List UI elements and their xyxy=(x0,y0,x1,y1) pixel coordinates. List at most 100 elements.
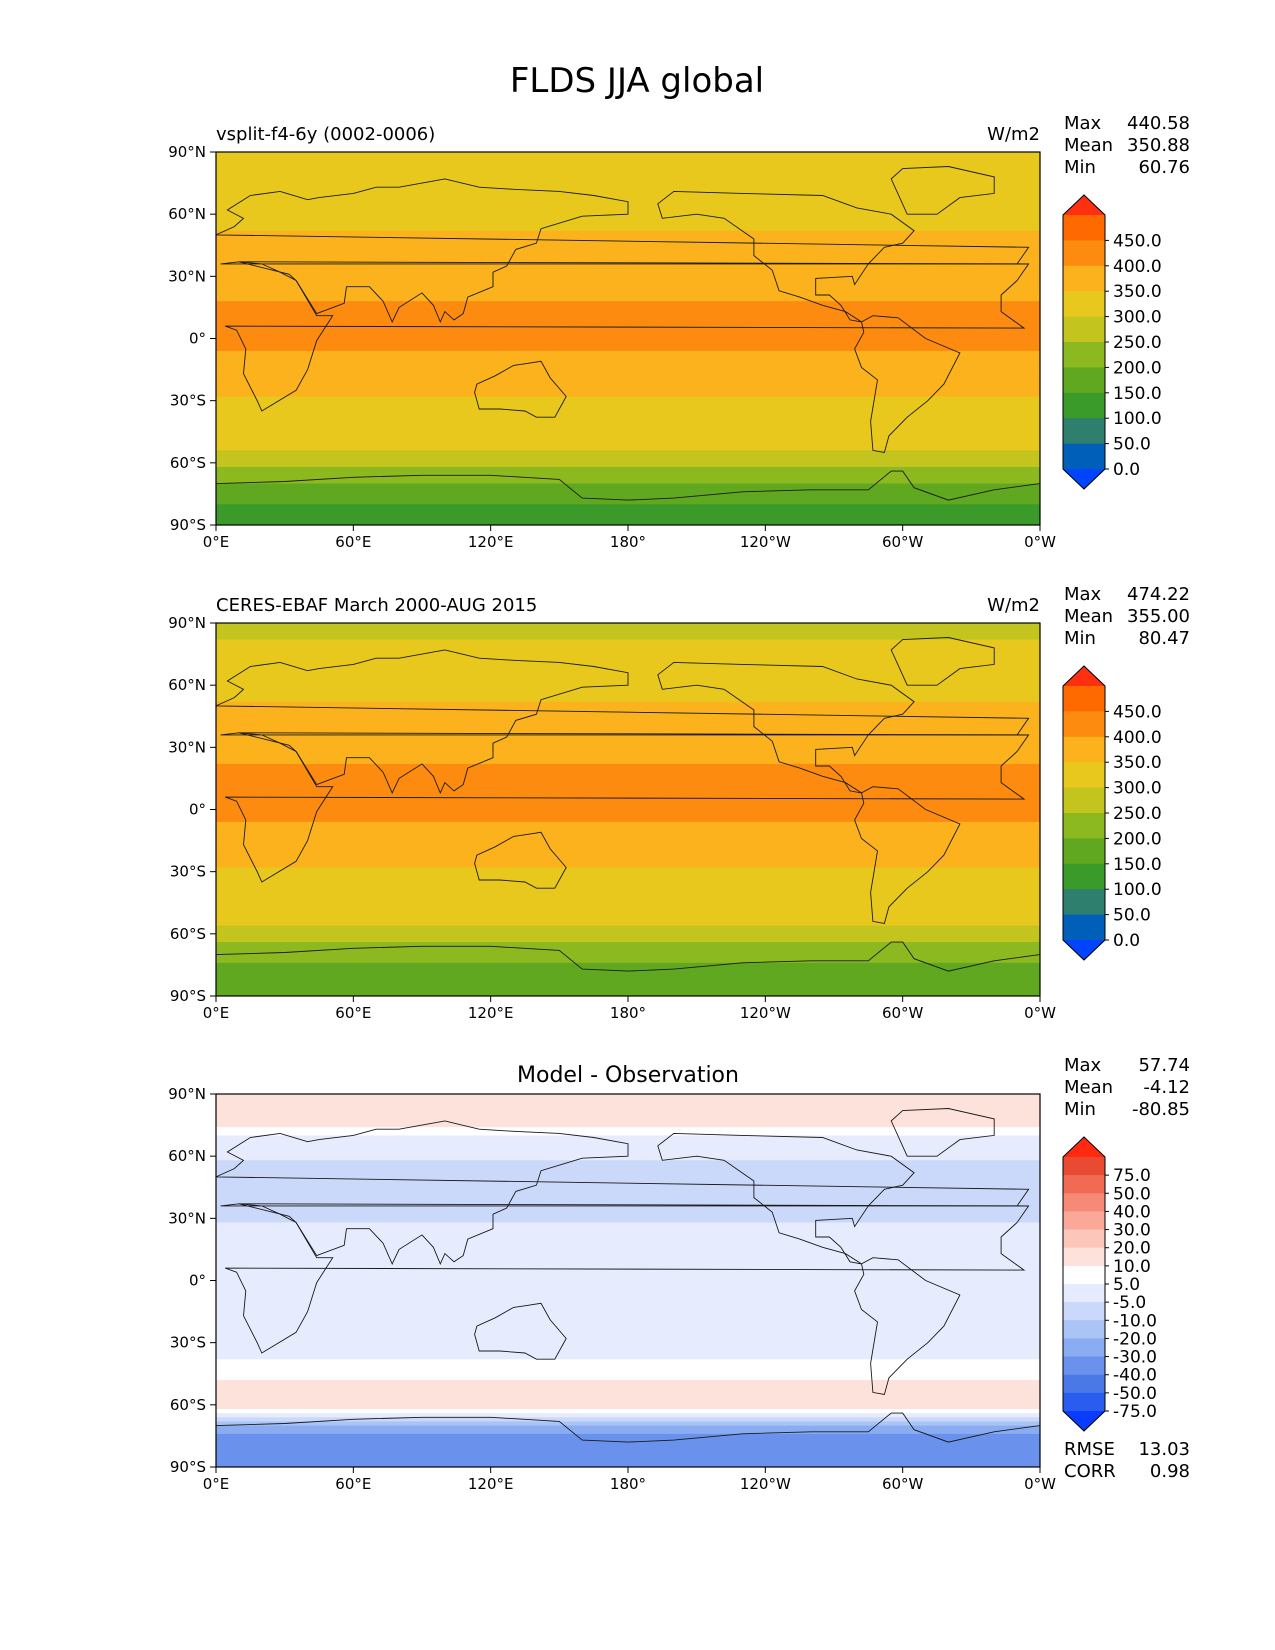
field-band xyxy=(216,1292,1040,1298)
field-band xyxy=(216,904,1040,910)
field-band xyxy=(216,1350,1040,1356)
y-tick-label: 60°N xyxy=(168,205,206,223)
x-tick-label: 120°W xyxy=(740,1475,791,1493)
coastline xyxy=(216,649,1030,795)
field-band xyxy=(216,1164,1040,1170)
field-band xyxy=(216,859,1040,864)
field-band xyxy=(216,693,1040,699)
coastlines xyxy=(216,637,1040,972)
field-band xyxy=(216,1400,1040,1406)
field-band xyxy=(216,1176,1040,1182)
stat-value: 60.76 xyxy=(1138,157,1190,178)
field-band xyxy=(216,400,1040,406)
colorbar-label: -40.0 xyxy=(1113,1366,1157,1386)
field-band xyxy=(216,718,1040,724)
colorbar-segment xyxy=(1063,1193,1105,1212)
field-band xyxy=(216,226,1040,232)
field-band xyxy=(216,1355,1040,1360)
coastline xyxy=(854,1257,961,1396)
field-band xyxy=(216,776,1040,782)
field-band xyxy=(216,288,1040,294)
field-band xyxy=(216,730,1040,736)
field-band xyxy=(216,350,1040,356)
field-band xyxy=(216,454,1040,460)
stat-value: 57.74 xyxy=(1138,1055,1190,1076)
colorbar-segment xyxy=(1063,443,1105,470)
coastlines xyxy=(216,166,1040,501)
field-band xyxy=(216,838,1040,844)
colorbar-segment xyxy=(1063,838,1105,865)
field-band xyxy=(216,247,1040,253)
field-band xyxy=(216,792,1040,798)
stat-value: 350.88 xyxy=(1127,135,1190,156)
colorbar-extend-bottom xyxy=(1063,940,1105,960)
colorbar-segment xyxy=(1063,711,1105,738)
colorbar-extend-top xyxy=(1063,1137,1105,1157)
field-band xyxy=(216,975,1040,981)
panel-1: 0°E 60°E 120°E 180° 120°W 60°W 0°W 90°N 60°N 30°N… xyxy=(168,113,1190,551)
y-tick-label: 30°S xyxy=(170,863,206,881)
colorbar-label: 50.0 xyxy=(1113,435,1151,455)
figure-title: FLDS JJA global xyxy=(510,61,764,101)
field-band xyxy=(216,1131,1040,1137)
field-band xyxy=(216,458,1040,464)
field-band xyxy=(216,1433,1040,1439)
x-tick-label: 60°E xyxy=(335,533,371,551)
field-band xyxy=(216,917,1040,922)
field-band xyxy=(216,276,1040,282)
field-band xyxy=(216,417,1040,422)
field-band xyxy=(216,821,1040,827)
colorbar-segment xyxy=(1063,291,1105,318)
field-band xyxy=(216,433,1040,439)
colorbar-label: 400.0 xyxy=(1113,728,1162,748)
field-band xyxy=(216,1102,1040,1108)
coastline-antarctica xyxy=(216,1412,1040,1443)
colorbar-label: 200.0 xyxy=(1113,358,1162,378)
field-band xyxy=(216,1239,1040,1244)
field-band xyxy=(216,508,1040,514)
y-tick-label: 30°S xyxy=(170,1334,206,1352)
field-band xyxy=(216,1205,1040,1211)
colorbar-segment xyxy=(1063,1320,1105,1339)
field-band xyxy=(216,780,1040,786)
field-band xyxy=(216,1218,1040,1224)
field-band xyxy=(216,1160,1040,1166)
field-band xyxy=(216,1172,1040,1178)
rmse-value: 13.03 xyxy=(1138,1439,1190,1460)
colorbar-label: 150.0 xyxy=(1113,384,1162,404)
field-band xyxy=(216,355,1040,360)
field-band xyxy=(216,462,1040,468)
field-band xyxy=(216,801,1040,806)
field-band xyxy=(216,160,1040,166)
field-band xyxy=(216,1437,1040,1443)
field-band xyxy=(216,954,1040,960)
colorbar-segment xyxy=(1063,762,1105,789)
stat-label: Mean xyxy=(1064,135,1113,156)
field-band xyxy=(216,442,1040,447)
field-band xyxy=(216,1123,1040,1128)
y-tick-label: 90°S xyxy=(170,516,206,534)
field-band xyxy=(216,987,1040,993)
field-band xyxy=(216,1139,1040,1145)
field-band xyxy=(216,1243,1040,1248)
field-band xyxy=(216,867,1040,873)
coastline xyxy=(225,1203,1030,1354)
field-band xyxy=(216,313,1040,319)
field-band xyxy=(216,1442,1040,1447)
field-band xyxy=(216,1168,1040,1174)
colorbar-label: 200.0 xyxy=(1113,829,1162,849)
colorbar-label: 40.0 xyxy=(1113,1202,1151,1222)
field-band xyxy=(216,437,1040,443)
x-tick-label: 0°W xyxy=(1024,1004,1056,1022)
field-band xyxy=(216,479,1040,485)
field-band xyxy=(216,172,1040,178)
field-band xyxy=(216,668,1040,674)
field-band xyxy=(216,1417,1040,1423)
field-band xyxy=(216,689,1040,695)
field-band xyxy=(216,1189,1040,1195)
field-band xyxy=(216,222,1040,228)
x-tick-label: 0°E xyxy=(203,533,230,551)
field-band xyxy=(216,743,1040,748)
panel-title: CERES-EBAF March 2000-AUG 2015 xyxy=(216,595,537,616)
